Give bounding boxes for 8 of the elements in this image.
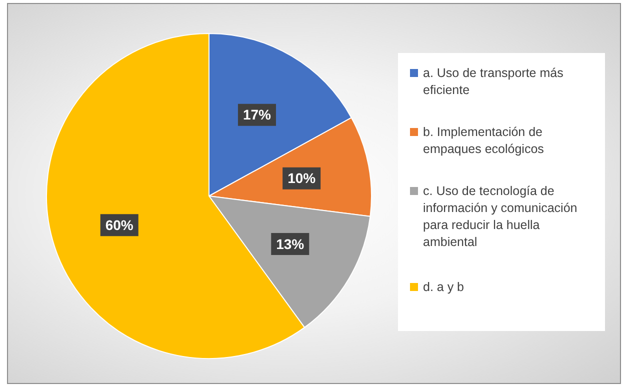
legend-label: c. Uso de tecnología de información y comunicación para reducir la huella ambiental: [423, 183, 578, 251]
legend-label: b. Implementación de empaques ecológicos: [423, 124, 545, 158]
legend-label: d. a y b: [423, 279, 464, 296]
legend-label: a. Uso de transporte más eficiente: [423, 65, 564, 99]
data-label: 17%: [242, 106, 272, 123]
data-label: 10%: [288, 170, 316, 186]
data-label: 60%: [105, 216, 134, 233]
data-label: 13%: [276, 236, 305, 252]
